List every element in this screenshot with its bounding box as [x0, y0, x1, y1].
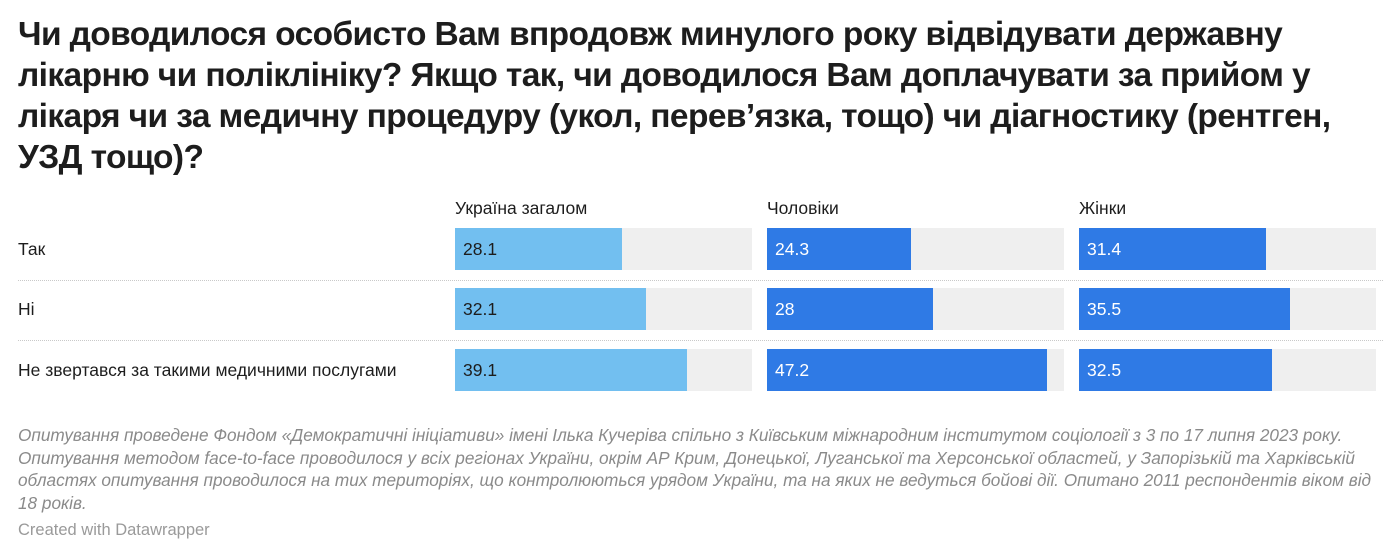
- bar-ukraine-total: [455, 349, 688, 391]
- data-label: 32.5: [1087, 360, 1122, 380]
- row-label: Так: [18, 239, 46, 259]
- bar-ukraine-total: [455, 288, 646, 330]
- row-label: Не звертався за такими медичними послуга…: [18, 360, 397, 380]
- data-label: 35.5: [1087, 299, 1122, 319]
- column-header-men: Чоловіки: [767, 198, 839, 218]
- column-header-women: Жінки: [1079, 198, 1127, 218]
- row-separator: [18, 340, 1383, 341]
- bar-track: 35.5: [1079, 288, 1376, 330]
- data-label: 28: [775, 299, 795, 319]
- bar-track: 31.4: [1079, 228, 1376, 270]
- bar-track: 24.3: [767, 228, 1064, 270]
- row-label: Ні: [18, 299, 35, 319]
- bar-men: [767, 288, 934, 330]
- row-separator: [18, 280, 1383, 281]
- bar-men: [767, 349, 1048, 391]
- source-note: Опитування проведене Фондом «Демократичн…: [18, 425, 1372, 513]
- bar-women: [1079, 228, 1266, 270]
- bar-track: 28.1: [455, 228, 752, 270]
- chart-title: Чи доводилося особисто Вам впродовж мину…: [18, 16, 1331, 176]
- bar-women: [1079, 349, 1273, 391]
- bar-track: 28: [767, 288, 1064, 330]
- bar-track: 47.2: [767, 349, 1064, 391]
- datawrapper-credit[interactable]: Created with Datawrapper: [18, 521, 210, 539]
- bar-track: 32.5: [1079, 349, 1376, 391]
- column-header-ukraine-total: Україна загалом: [455, 198, 588, 218]
- data-label: 39.1: [463, 360, 498, 380]
- bar-ukraine-total: [455, 228, 622, 270]
- bar-men: [767, 228, 912, 270]
- data-label: 32.1: [463, 299, 498, 319]
- data-label: 28.1: [463, 239, 498, 259]
- bar-women: [1079, 288, 1290, 330]
- data-label: 47.2: [775, 360, 810, 380]
- bar-track: 39.1: [455, 349, 752, 391]
- bar-track: 32.1: [455, 288, 752, 330]
- data-label: 24.3: [775, 239, 810, 259]
- data-label: 31.4: [1087, 239, 1122, 259]
